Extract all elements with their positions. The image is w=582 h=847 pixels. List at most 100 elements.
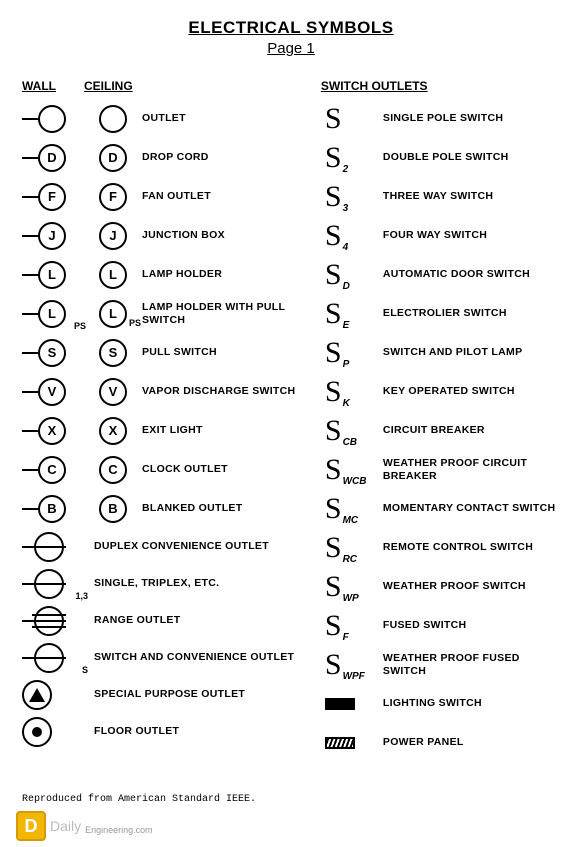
switch-row: S2 DOUBLE POLE SWITCH — [321, 138, 560, 177]
dot-icon — [22, 717, 52, 747]
switch-row: SWP WEATHER PROOF SWITCH — [321, 567, 560, 606]
outlet-row: V V VAPOR DISCHARGE SWITCH — [22, 372, 321, 411]
switch-row: S3 THREE WAY SWITCH — [321, 177, 560, 216]
logo-badge: D — [16, 811, 46, 841]
wall-symbol: X — [22, 416, 84, 446]
switch-rows: S SINGLE POLE SWITCH S2 DOUBLE POLE SWIT… — [321, 99, 560, 684]
ceiling-symbol: C — [84, 456, 142, 484]
switch-row: S SINGLE POLE SWITCH — [321, 99, 560, 138]
outlet-row: OUTLET — [22, 99, 321, 138]
switch-symbol: SE — [321, 299, 383, 329]
outlet-label: JUNCTION BOX — [142, 229, 321, 241]
duplex-symbol — [22, 606, 94, 636]
switch-label: MOMENTARY CONTACT SWITCH — [383, 502, 560, 514]
special-rows: SPECIAL PURPOSE OUTLET FLOOR OUTLET — [22, 676, 321, 750]
outlet-row: J J JUNCTION BOX — [22, 216, 321, 255]
ceiling-symbol: L — [84, 261, 142, 289]
ceiling-symbol: LPS — [84, 300, 142, 328]
outlet-row: B B BLANKED OUTLET — [22, 489, 321, 528]
ceiling-symbol: D — [84, 144, 142, 172]
switch-label: SWITCH AND PILOT LAMP — [383, 346, 560, 358]
switch-row: SMC MOMENTARY CONTACT SWITCH — [321, 489, 560, 528]
duplex-symbol: 1,3 — [22, 569, 94, 599]
page-subtitle: Page 1 — [22, 40, 560, 57]
duplex-row: RANGE OUTLET — [22, 602, 321, 639]
outlet-label: PULL SWITCH — [142, 346, 321, 358]
outlet-label: LAMP HOLDER — [142, 268, 321, 280]
switch-row: SK KEY OPERATED SWITCH — [321, 372, 560, 411]
duplex-rows: DUPLEX CONVENIENCE OUTLET 1,3 SINGLE, TR… — [22, 528, 321, 676]
switch-symbol: SWCB — [321, 455, 383, 485]
switch-row: SWCB WEATHER PROOF CIRCUIT BREAKER — [321, 450, 560, 489]
switch-symbol: SRC — [321, 533, 383, 563]
switch-row: SWPF WEATHER PROOF FUSED SWITCH — [321, 645, 560, 684]
outlet-label: VAPOR DISCHARGE SWITCH — [142, 385, 321, 397]
outlet-row: S S PULL SWITCH — [22, 333, 321, 372]
wall-symbol: C — [22, 455, 84, 485]
outlet-label: OUTLET — [142, 112, 321, 124]
logo-text: Daily — [50, 818, 81, 834]
switch-label: WEATHER PROOF CIRCUIT BREAKER — [383, 457, 560, 481]
switch-symbol: SMC — [321, 494, 383, 524]
switch-label: KEY OPERATED SWITCH — [383, 385, 560, 397]
switch-row: SF FUSED SWITCH — [321, 606, 560, 645]
switch-row: SD AUTOMATIC DOOR SWITCH — [321, 255, 560, 294]
wall-symbol — [22, 104, 84, 134]
switch-symbol: SD — [321, 260, 383, 290]
outlet-row: X X EXIT LIGHT — [22, 411, 321, 450]
switch-row: SCB CIRCUIT BREAKER — [321, 411, 560, 450]
triangle-icon — [22, 680, 52, 710]
panel-row: LIGHTING SWITCH — [321, 684, 560, 723]
switch-label: FUSED SWITCH — [383, 619, 560, 631]
switch-label: CIRCUIT BREAKER — [383, 424, 560, 436]
right-column: SWITCH OUTLETS S SINGLE POLE SWITCH S2 D… — [321, 71, 560, 762]
wall-symbol: V — [22, 377, 84, 407]
duplex-row: 1,3 SINGLE, TRIPLEX, ETC. — [22, 565, 321, 602]
header-ceiling: CEILING — [84, 79, 142, 93]
outlet-label: DROP CORD — [142, 151, 321, 163]
switch-label: DOUBLE POLE SWITCH — [383, 151, 560, 163]
outlet-row: C C CLOCK OUTLET — [22, 450, 321, 489]
switch-label: ELECTROLIER SWITCH — [383, 307, 560, 319]
outlet-label: BLANKED OUTLET — [142, 502, 321, 514]
special-row: SPECIAL PURPOSE OUTLET — [22, 676, 321, 713]
panel-label: POWER PANEL — [383, 736, 560, 748]
outlet-label: CLOCK OUTLET — [142, 463, 321, 475]
switch-symbol: S4 — [321, 221, 383, 251]
wall-symbol: S — [22, 338, 84, 368]
switch-symbol: S3 — [321, 182, 383, 212]
switch-label: WEATHER PROOF FUSED SWITCH — [383, 652, 560, 676]
outlet-label: FAN OUTLET — [142, 190, 321, 202]
switch-label: WEATHER PROOF SWITCH — [383, 580, 560, 592]
switch-symbol: S — [321, 104, 383, 134]
header-wall: WALL — [22, 79, 84, 93]
columns: WALL CEILING OUTLET D D DROP CORD F F FA… — [22, 71, 560, 762]
switch-row: SE ELECTROLIER SWITCH — [321, 294, 560, 333]
page-title: ELECTRICAL SYMBOLS — [22, 18, 560, 38]
switch-symbol: SF — [321, 611, 383, 641]
switch-row: S4 FOUR WAY SWITCH — [321, 216, 560, 255]
switch-symbol: SWP — [321, 572, 383, 602]
wall-symbol: J — [22, 221, 84, 251]
panel-label: LIGHTING SWITCH — [383, 697, 560, 709]
switch-label: AUTOMATIC DOOR SWITCH — [383, 268, 560, 280]
solid-rect-icon — [325, 698, 355, 710]
special-symbol — [22, 680, 94, 710]
right-headers: SWITCH OUTLETS — [321, 71, 560, 93]
switch-label: SINGLE POLE SWITCH — [383, 112, 560, 124]
left-column: WALL CEILING OUTLET D D DROP CORD F F FA… — [22, 71, 321, 762]
panel-symbol — [321, 698, 383, 710]
left-headers: WALL CEILING — [22, 71, 321, 93]
special-row: FLOOR OUTLET — [22, 713, 321, 750]
outlet-rows: OUTLET D D DROP CORD F F FAN OUTLET J J … — [22, 99, 321, 528]
hatch-rect-icon — [325, 737, 355, 749]
switch-label: THREE WAY SWITCH — [383, 190, 560, 202]
outlet-label: LAMP HOLDER WITH PULL SWITCH — [142, 301, 321, 325]
ceiling-symbol: J — [84, 222, 142, 250]
ceiling-symbol: X — [84, 417, 142, 445]
outlet-label: EXIT LIGHT — [142, 424, 321, 436]
switch-symbol: SK — [321, 377, 383, 407]
duplex-symbol — [22, 532, 94, 562]
ceiling-symbol: V — [84, 378, 142, 406]
duplex-row: DUPLEX CONVENIENCE OUTLET — [22, 528, 321, 565]
